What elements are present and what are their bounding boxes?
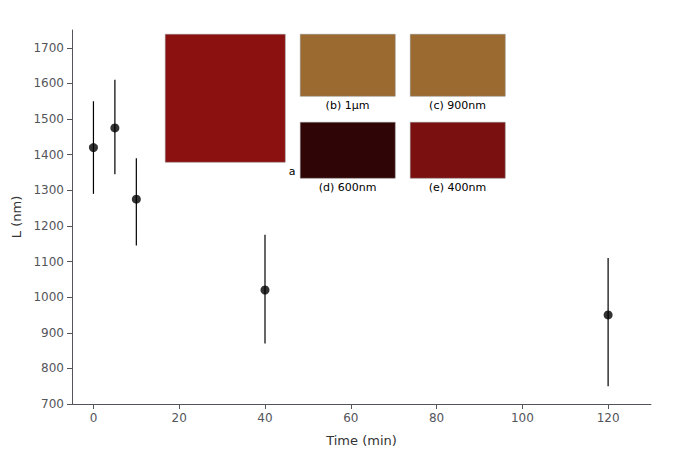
svg-text:(d) 600nm: (d) 600nm	[319, 181, 377, 194]
svg-text:800: 800	[41, 361, 64, 375]
svg-text:80: 80	[429, 411, 444, 425]
svg-text:1100: 1100	[33, 255, 64, 269]
svg-text:900: 900	[41, 326, 64, 340]
svg-text:100: 100	[511, 411, 534, 425]
svg-text:a: a	[289, 165, 296, 178]
svg-text:20: 20	[172, 411, 187, 425]
svg-text:(c) 900nm: (c) 900nm	[429, 99, 486, 112]
svg-text:1600: 1600	[33, 76, 64, 90]
svg-text:L (nm): L (nm)	[9, 196, 24, 238]
svg-text:40: 40	[257, 411, 272, 425]
svg-text:1300: 1300	[33, 183, 64, 197]
svg-text:(b) 1μm: (b) 1μm	[326, 99, 370, 112]
svg-text:1400: 1400	[33, 148, 64, 162]
svg-text:1000: 1000	[33, 290, 64, 304]
svg-text:60: 60	[343, 411, 358, 425]
svg-text:1700: 1700	[33, 41, 64, 55]
svg-text:1500: 1500	[33, 112, 64, 126]
svg-text:700: 700	[41, 397, 64, 411]
svg-text:0: 0	[90, 411, 98, 425]
svg-text:Time (min): Time (min)	[325, 433, 397, 448]
svg-text:1200: 1200	[33, 219, 64, 233]
svg-text:120: 120	[597, 411, 620, 425]
svg-text:(e) 400nm: (e) 400nm	[429, 181, 487, 194]
